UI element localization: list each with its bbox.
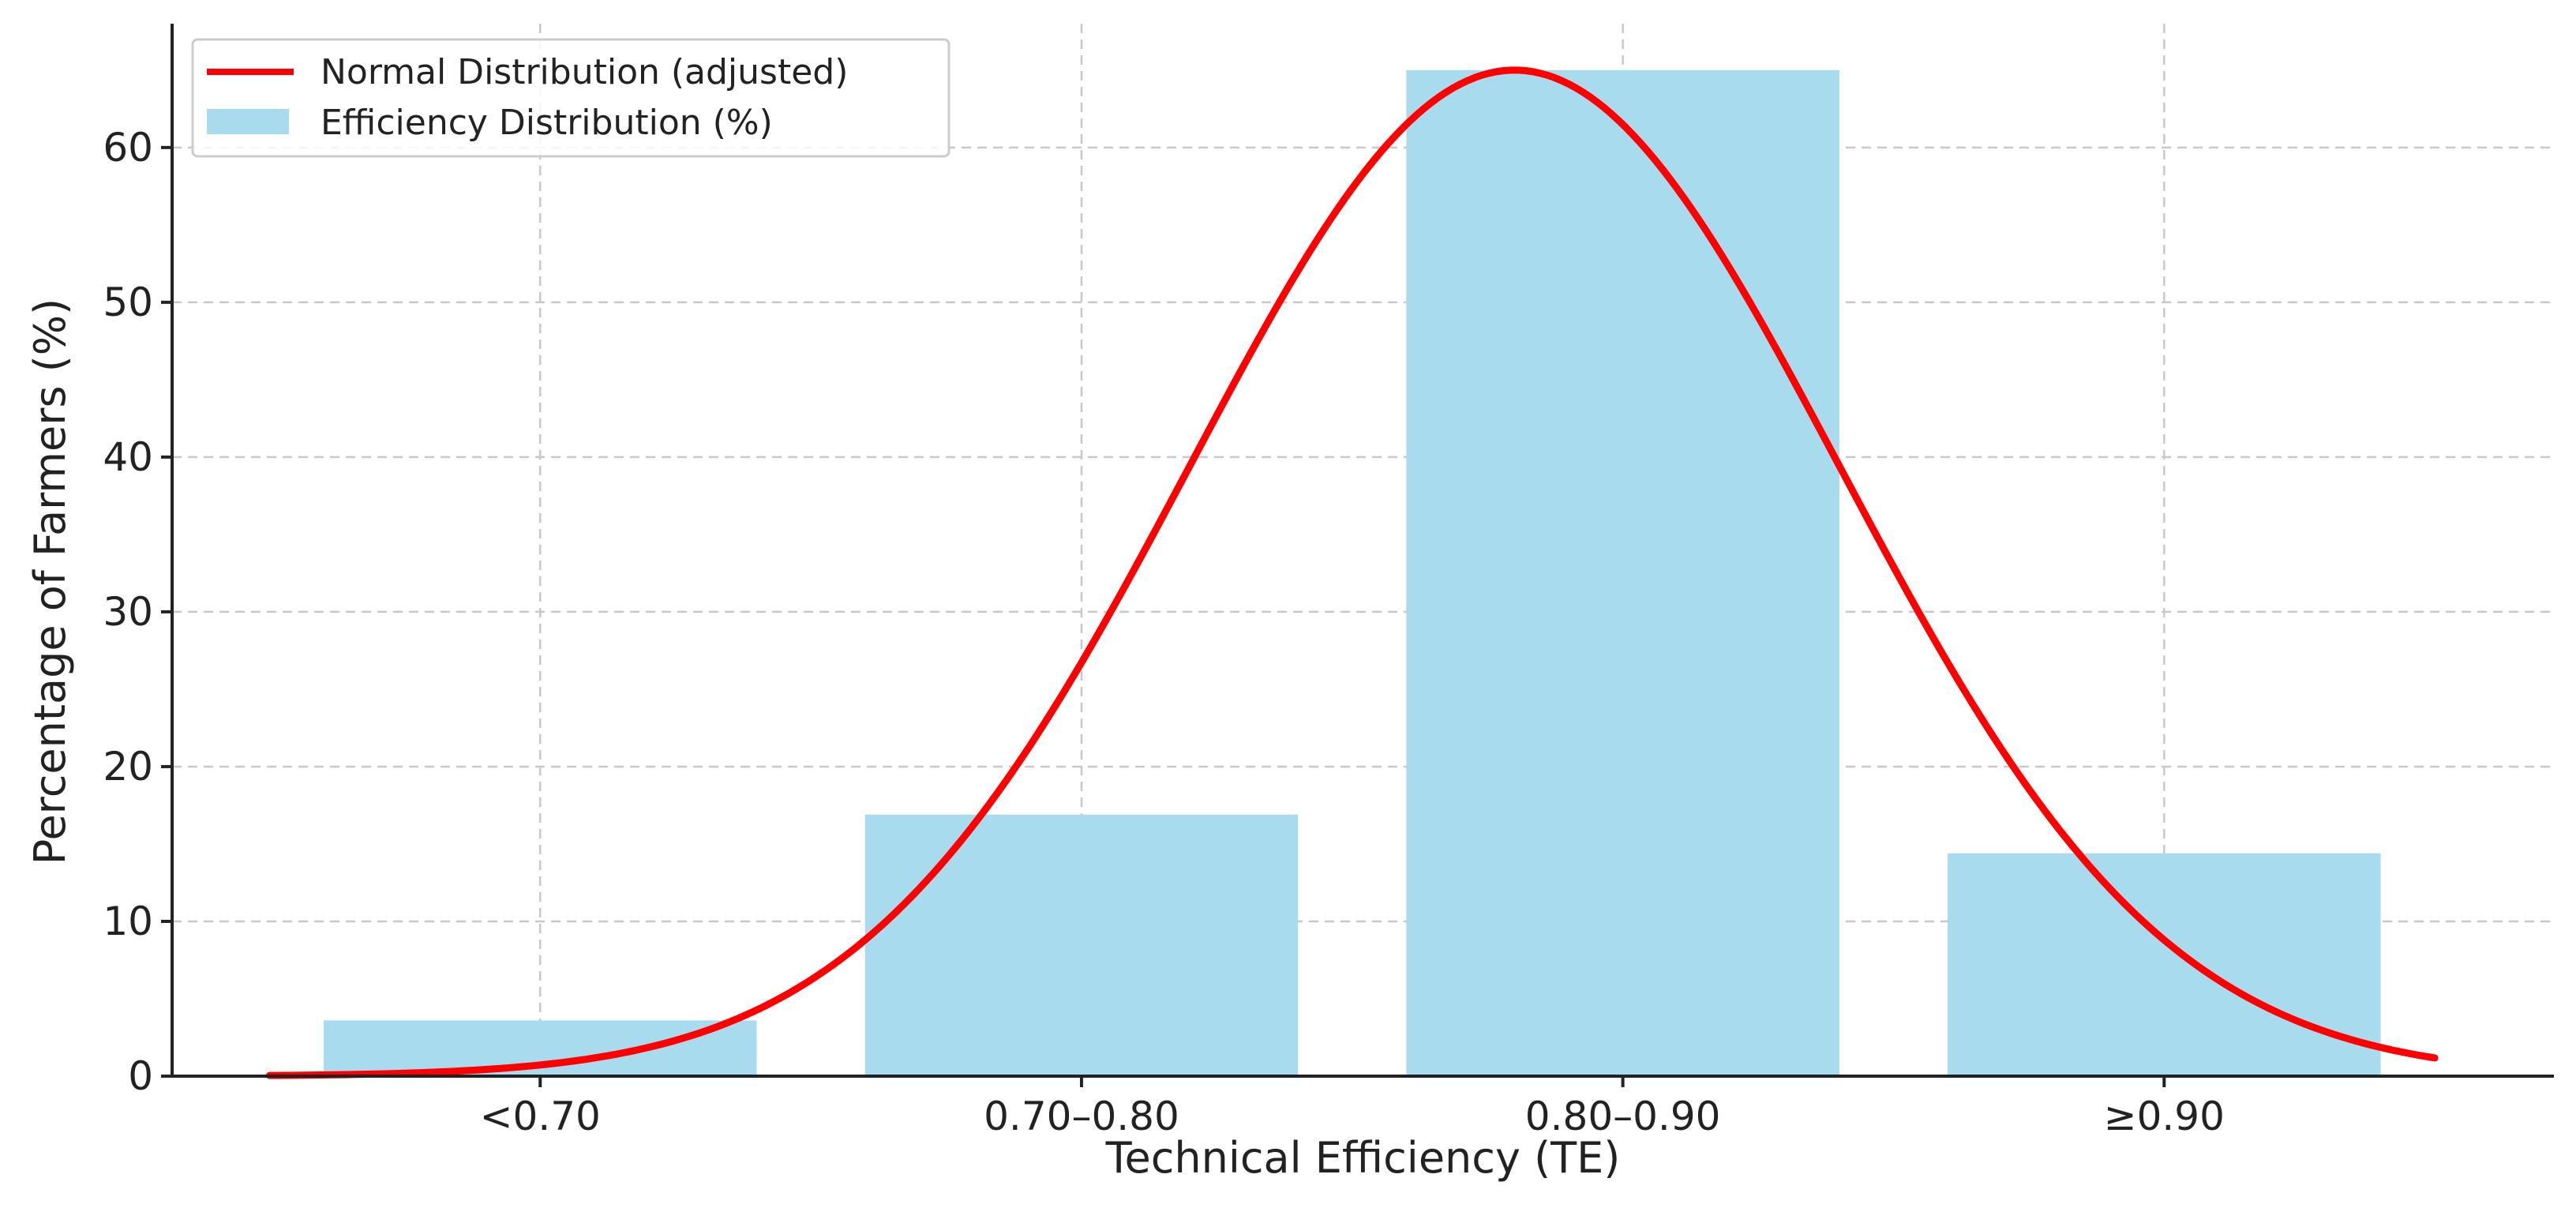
- bar-3: [1948, 853, 2381, 1076]
- tick-layer: 0 10 20 30 40 50 60 <0.70 0.70–0.80 0.80–0.90 ≥0.9…: [103, 125, 2225, 1139]
- legend-bar-label: Efficiency Distribution (%): [321, 103, 773, 143]
- x-tick-label: ≥0.90: [2104, 1094, 2225, 1139]
- x-tick-label: 0.70–0.80: [984, 1094, 1179, 1139]
- normal-curve-line: [265, 66, 2439, 1079]
- y-tick-label: 20: [103, 744, 153, 790]
- curve-layer: [265, 66, 2439, 1079]
- y-tick-label: 10: [103, 898, 153, 944]
- bar-layer: [323, 69, 2381, 1076]
- y-tick-label: 60: [103, 125, 153, 171]
- legend-frame: [191, 38, 951, 158]
- grid-layer: [172, 24, 2554, 1076]
- y-tick-label: 50: [103, 279, 153, 325]
- legend: Normal Distribution (adjusted) Efficienc…: [191, 38, 951, 158]
- bar-1: [864, 814, 1299, 1076]
- y-axis-label: Percentage of Farmers (%): [25, 298, 75, 865]
- x-axis-label: Technical Efficiency (TE): [1105, 1133, 1621, 1183]
- y-tick-label: 0: [128, 1053, 153, 1099]
- x-tick-label: 0.80–0.90: [1525, 1094, 1721, 1139]
- y-tick-label: 30: [103, 589, 153, 635]
- y-tick-label: 40: [103, 434, 153, 480]
- legend-line-label: Normal Distribution (adjusted): [321, 52, 848, 92]
- axis-layer: [171, 24, 2554, 1078]
- x-tick-label: <0.70: [480, 1094, 601, 1139]
- bar-2: [1406, 69, 1839, 1076]
- legend-bar-swatch: [207, 109, 289, 134]
